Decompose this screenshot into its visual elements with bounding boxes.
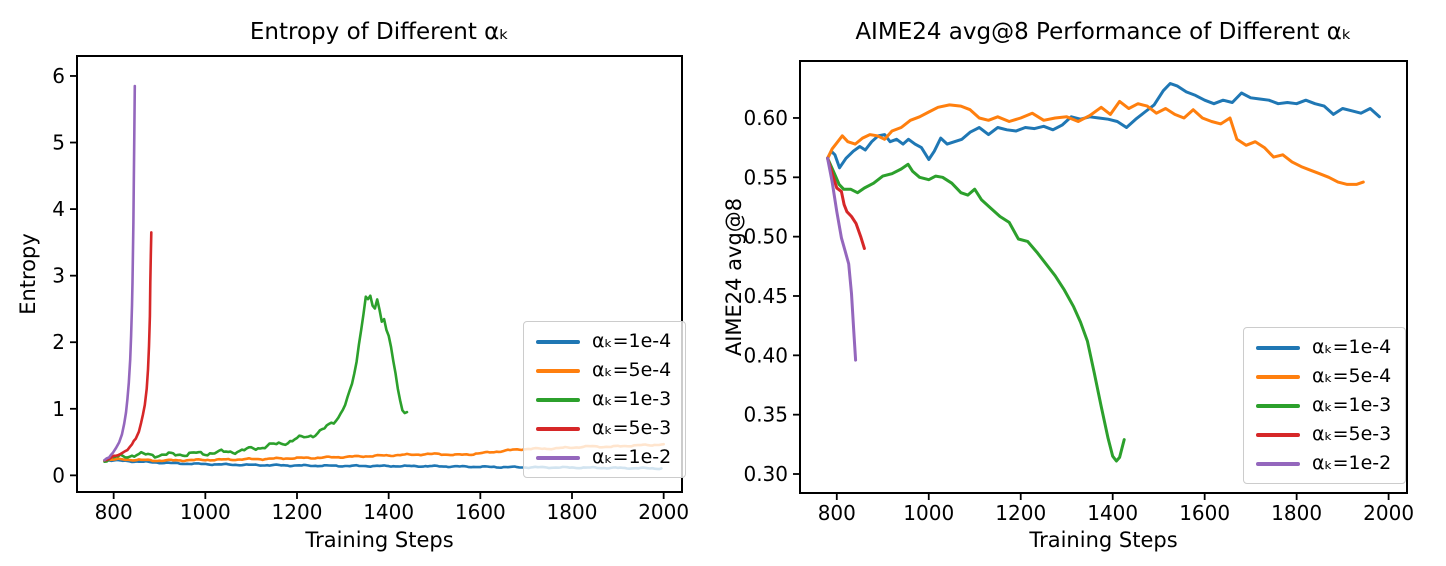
x-tick-label: 1600 [455, 500, 506, 524]
x-tick-label: 1200 [995, 501, 1046, 525]
y-tick-label: 5 [52, 131, 65, 155]
series-line-2 [826, 99, 1365, 186]
legend-item-label: αₖ=5e-4 [1312, 365, 1392, 387]
legend-line-sample [536, 455, 580, 460]
legend-item: αₖ=1e-4 [536, 330, 671, 353]
x-tick-label: 1200 [272, 500, 323, 524]
x-tick-label: 2000 [638, 500, 689, 524]
legend-item-label: αₖ=1e-2 [592, 446, 672, 468]
series-line-5 [826, 156, 858, 362]
legend-item: αₖ=1e-2 [1256, 452, 1391, 475]
chart2-title: AIME24 avg@8 Performance of Different αₖ [855, 19, 1352, 45]
legend-line-sample [1256, 374, 1300, 379]
legend-line-sample [1256, 461, 1300, 466]
legend-item: αₖ=1e-3 [536, 388, 671, 411]
legend-item: αₖ=1e-3 [1256, 394, 1391, 417]
legend-item: αₖ=1e-4 [1256, 336, 1391, 359]
y-tick-label: 0.45 [743, 284, 788, 308]
legend-item: αₖ=5e-3 [1256, 423, 1391, 446]
y-tick-label: 1 [52, 397, 65, 421]
x-tick-label: 1000 [180, 500, 231, 524]
legend-item-label: αₖ=1e-3 [1312, 394, 1392, 416]
series-line-3 [103, 294, 409, 464]
x-tick-label: 1600 [1179, 501, 1230, 525]
y-tick-label: 0.55 [743, 165, 788, 189]
series-line-3 [826, 156, 1126, 463]
x-tick-label: 1800 [547, 500, 598, 524]
y-tick-label: 2 [52, 330, 65, 354]
series-line-1 [826, 82, 1381, 170]
x-tick-label: 800 [818, 501, 856, 525]
legend-line-sample [1256, 345, 1300, 350]
x-tick-label: 1400 [1087, 501, 1138, 525]
x-tick-label: 1000 [903, 501, 954, 525]
series-line-4 [826, 156, 866, 250]
y-tick-label: 3 [52, 264, 65, 288]
series-line-5 [103, 84, 137, 462]
legend-item-label: αₖ=1e-3 [592, 388, 672, 410]
legend-line-sample [536, 426, 580, 431]
y-tick-label: 0.50 [743, 225, 788, 249]
axes-spines [799, 60, 1408, 494]
x-tick-label: 1800 [1271, 501, 1322, 525]
chart2-legend: αₖ=1e-4 αₖ=5e-4 αₖ=1e-3 αₖ=5e-3 αₖ=1e-2 [1243, 327, 1407, 484]
y-tick-label: 0.30 [743, 462, 788, 486]
legend-line-sample [1256, 403, 1300, 408]
legend-item-label: αₖ=1e-4 [592, 330, 672, 352]
legend-item-label: αₖ=5e-4 [592, 359, 672, 381]
legend-item: αₖ=5e-3 [536, 417, 671, 440]
legend-item: αₖ=5e-4 [1256, 365, 1391, 388]
legend-item: αₖ=5e-4 [536, 359, 671, 382]
y-tick-label: 0 [52, 463, 65, 487]
legend-line-sample [536, 397, 580, 402]
y-tick-label: 0.35 [743, 403, 788, 427]
legend-line-sample [536, 368, 580, 373]
legend-item-label: αₖ=5e-3 [592, 417, 672, 439]
y-tick-label: 0.40 [743, 343, 788, 367]
x-tick-label: 2000 [1363, 501, 1414, 525]
x-tick-label: 1400 [363, 500, 414, 524]
legend-item-label: αₖ=1e-4 [1312, 336, 1392, 358]
chart2-x-axis-label: Training Steps [1029, 528, 1178, 552]
chart1-y-axis-label: Entropy [16, 233, 40, 315]
legend-item-label: αₖ=1e-2 [1312, 452, 1392, 474]
chart2-y-axis-label: AIME24 avg@8 [722, 197, 746, 357]
y-tick-label: 0.60 [743, 106, 788, 130]
legend-item-label: αₖ=5e-3 [1312, 423, 1392, 445]
chart1-legend: αₖ=1e-4 αₖ=5e-4 αₖ=1e-3 αₖ=5e-3 αₖ=1e-2 [523, 321, 687, 478]
legend-item: αₖ=1e-2 [536, 446, 671, 469]
legend-line-sample [536, 339, 580, 344]
chart1-title: Entropy of Different αₖ [249, 19, 510, 45]
chart1-x-axis-label: Training Steps [305, 528, 454, 552]
x-tick-label: 800 [95, 500, 133, 524]
y-tick-label: 4 [52, 197, 65, 221]
y-tick-label: 6 [52, 64, 65, 88]
series-line-4 [103, 231, 153, 462]
legend-line-sample [1256, 432, 1300, 437]
axes-spines [76, 55, 683, 493]
